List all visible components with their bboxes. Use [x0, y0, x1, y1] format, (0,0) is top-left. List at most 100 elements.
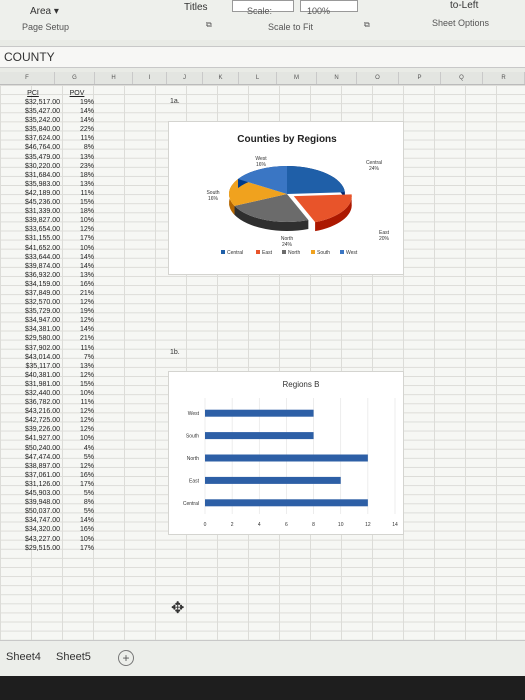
pov-cell[interactable]: 18%: [79, 208, 94, 216]
pov-cell[interactable]: 21%: [79, 335, 94, 343]
pov-cell[interactable]: 11%: [80, 135, 95, 143]
scale-input[interactable]: 100%: [300, 0, 358, 16]
pov-cell[interactable]: 10%: [79, 244, 94, 252]
pci-cell[interactable]: $39,874.00: [24, 262, 60, 270]
column-header-m[interactable]: M: [277, 72, 317, 84]
pci-cell[interactable]: $47,474.00: [24, 453, 60, 461]
pci-cell[interactable]: $31,684.00: [24, 171, 60, 179]
column-header-q[interactable]: Q: [441, 72, 483, 84]
pov-cell[interactable]: 14%: [79, 108, 94, 116]
pci-cell[interactable]: $34,947.00: [24, 317, 60, 325]
pci-cell[interactable]: $41,927.00: [24, 435, 60, 443]
pci-cell[interactable]: $37,061.00: [24, 471, 60, 479]
pov-cell[interactable]: 5%: [83, 508, 94, 516]
pov-cell[interactable]: 14%: [79, 326, 94, 334]
pci-cell[interactable]: $33,644.00: [24, 253, 60, 261]
pci-cell[interactable]: $43,014.00: [24, 353, 60, 361]
pie-slice-west[interactable]: [238, 166, 287, 194]
pci-cell[interactable]: $35,117.00: [25, 362, 60, 370]
pov-cell[interactable]: 19%: [79, 99, 94, 106]
scale-to-fit-launcher-icon[interactable]: ⧉: [364, 20, 370, 29]
pov-cell[interactable]: 14%: [79, 117, 94, 125]
pov-cell[interactable]: 8%: [83, 499, 94, 507]
pov-cell[interactable]: 11%: [80, 344, 95, 352]
pov-header[interactable]: POV: [69, 90, 85, 97]
pov-cell[interactable]: 10%: [79, 217, 94, 225]
pci-cell[interactable]: $41,652.00: [24, 244, 60, 252]
pci-cell[interactable]: $35,729.00: [24, 308, 60, 316]
label-1b[interactable]: 1b.: [170, 349, 180, 356]
pci-cell[interactable]: $37,849.00: [24, 289, 60, 297]
pov-cell[interactable]: 12%: [79, 462, 94, 470]
pie-slice-south[interactable]: [229, 178, 287, 206]
pov-cell[interactable]: 23%: [79, 162, 94, 170]
pov-cell[interactable]: 16%: [79, 280, 94, 288]
right-to-left-button[interactable]: to-Left: [450, 0, 479, 11]
pov-cell[interactable]: 10%: [79, 390, 94, 397]
column-header-p[interactable]: P: [399, 72, 441, 84]
pci-cell[interactable]: $35,242.00: [24, 117, 60, 125]
pci-cell[interactable]: $31,981.00: [24, 380, 60, 388]
page-setup-launcher-icon[interactable]: ⧉: [206, 20, 212, 29]
pci-cell[interactable]: $38,897.00: [24, 462, 60, 470]
pov-cell[interactable]: 15%: [79, 380, 94, 388]
column-header-g[interactable]: G: [55, 72, 95, 84]
pov-cell[interactable]: 21%: [79, 289, 94, 297]
pov-cell[interactable]: 7%: [83, 353, 94, 361]
pci-cell[interactable]: $34,381.00: [24, 326, 60, 334]
pci-cell[interactable]: $37,624.00: [24, 135, 60, 143]
label-1a[interactable]: 1a.: [170, 98, 180, 105]
pov-cell[interactable]: 12%: [79, 299, 94, 307]
pov-cell[interactable]: 15%: [79, 199, 94, 207]
name-box[interactable]: COUNTY: [0, 46, 525, 68]
pov-cell[interactable]: 12%: [79, 408, 94, 416]
print-titles-button[interactable]: Titles: [184, 2, 208, 13]
pov-cell[interactable]: 17%: [79, 235, 94, 243]
pie-slice-north[interactable]: [234, 194, 309, 222]
pci-cell[interactable]: $46,764.00: [24, 144, 60, 152]
tab-sheet5[interactable]: Sheet5: [56, 651, 91, 663]
bar-south[interactable]: [205, 432, 314, 440]
bar-west[interactable]: [205, 409, 314, 417]
pci-cell[interactable]: $29,515.00: [24, 544, 60, 552]
pci-cell[interactable]: $37,902.00: [24, 344, 60, 352]
pov-cell[interactable]: 16%: [79, 471, 94, 479]
pci-cell[interactable]: $34,747.00: [24, 517, 60, 525]
pov-cell[interactable]: 12%: [79, 371, 94, 379]
pov-cell[interactable]: 14%: [79, 262, 94, 270]
pov-cell[interactable]: 12%: [79, 317, 94, 325]
pov-cell[interactable]: 13%: [79, 180, 94, 188]
pci-cell[interactable]: $30,220.00: [24, 162, 60, 170]
column-header-n[interactable]: N: [317, 72, 357, 84]
pci-cell[interactable]: $45,236.00: [24, 199, 60, 207]
bar-chart[interactable]: Regions B 0 2 4 6 8 10 12 14 West South North East C…: [168, 371, 404, 535]
pci-cell[interactable]: $35,479.00: [24, 153, 60, 161]
pci-cell[interactable]: $29,580.00: [24, 335, 60, 343]
pci-cell[interactable]: $45,903.00: [24, 490, 60, 498]
pov-cell[interactable]: 10%: [79, 435, 94, 443]
pie-slice-east[interactable]: [293, 194, 352, 223]
column-header-o[interactable]: O: [357, 72, 399, 84]
pov-cell[interactable]: 12%: [79, 426, 94, 434]
pov-cell[interactable]: 14%: [79, 517, 94, 525]
pci-cell[interactable]: $31,339.00: [24, 208, 60, 216]
pci-cell[interactable]: $39,226.00: [24, 426, 60, 434]
pci-cell[interactable]: $31,126.00: [24, 480, 60, 488]
bar-north[interactable]: [205, 454, 368, 462]
pie-chart[interactable]: Counties by Regions Central 24% East 20% Nor…: [168, 121, 404, 275]
pci-cell[interactable]: $50,240.00: [24, 444, 60, 452]
print-area-button[interactable]: Area ▾: [30, 6, 59, 17]
pov-cell[interactable]: 8%: [83, 144, 94, 152]
pci-cell[interactable]: $34,320.00: [24, 526, 60, 534]
pci-cell[interactable]: $39,948.00: [24, 499, 60, 507]
pov-cell[interactable]: 14%: [79, 253, 94, 261]
pov-cell[interactable]: 12%: [79, 417, 94, 425]
add-sheet-icon[interactable]: +: [118, 650, 134, 666]
pov-cell[interactable]: 13%: [79, 362, 94, 370]
pov-cell[interactable]: 5%: [83, 453, 94, 461]
pci-cell[interactable]: $34,159.00: [24, 280, 60, 288]
bar-east[interactable]: [205, 476, 341, 484]
pci-cell[interactable]: $42,725.00: [24, 417, 60, 425]
pci-cell[interactable]: $36,932.00: [24, 271, 60, 279]
pov-cell[interactable]: 11%: [80, 399, 95, 407]
